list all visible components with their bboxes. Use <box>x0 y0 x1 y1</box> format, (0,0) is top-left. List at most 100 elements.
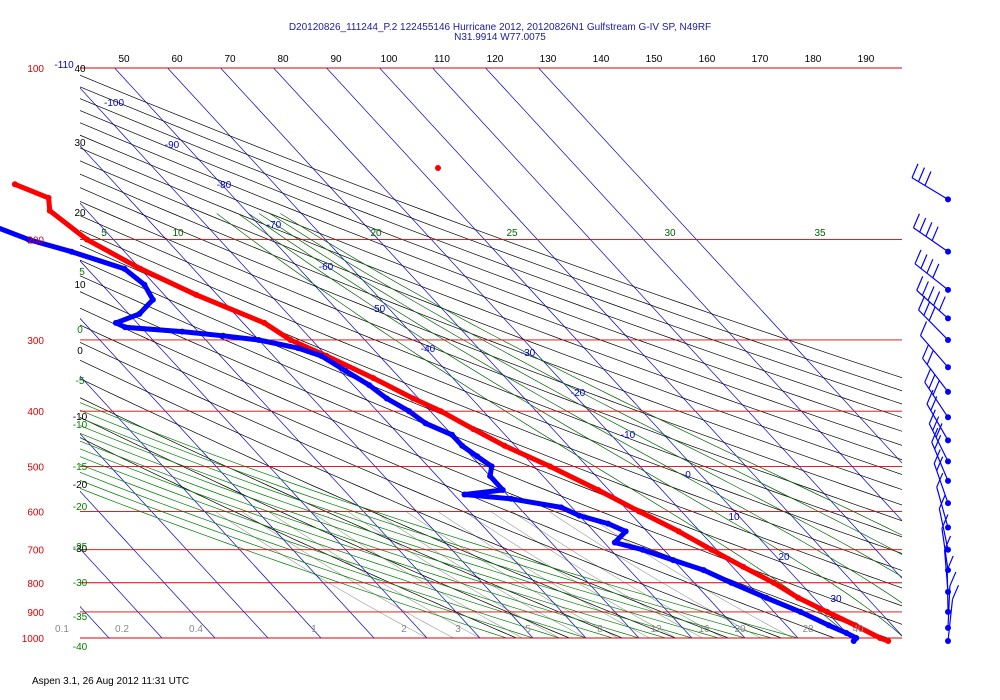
isobar-label-600: 600 <box>27 508 44 519</box>
top-tick-label: 80 <box>277 54 289 65</box>
wind-barb-flag <box>922 344 930 359</box>
top-tick-label: 50 <box>118 54 130 65</box>
wind-barb-staff <box>938 508 949 550</box>
wind-barb <box>938 494 951 553</box>
grid-clip-group <box>80 68 902 638</box>
dry-adiabat-line <box>80 291 902 625</box>
top-tick-label: 120 <box>487 54 504 65</box>
theta-e-label: 25 <box>506 228 518 239</box>
series-point <box>121 265 128 272</box>
series-point <box>410 395 417 402</box>
isotherm-line <box>80 317 375 638</box>
series-point <box>763 594 770 601</box>
moist-adiabat-label: 5 <box>79 267 85 278</box>
wind-barb-staff <box>914 263 949 291</box>
dry-adiabat-line <box>80 229 902 554</box>
series-point <box>508 495 514 502</box>
wind-barb <box>924 368 951 421</box>
mixing-ratio-label: 28 <box>802 624 814 635</box>
mixing-ratio-line <box>405 511 618 638</box>
series-point <box>499 487 506 493</box>
wind-barb-flag <box>928 374 936 389</box>
dry-adiabat-line <box>80 160 902 475</box>
wind-barb-staff <box>911 177 949 200</box>
dry-adiabat-line <box>80 259 902 589</box>
top-tick-label: 160 <box>699 54 716 65</box>
theta-e-label: 35 <box>814 228 826 239</box>
series-point <box>595 487 602 493</box>
wind-barb-flag <box>911 163 919 178</box>
series-line <box>12 181 891 644</box>
mixing-ratio-label: 16 <box>698 624 710 635</box>
dry-adiabat-line <box>80 74 902 379</box>
isotherm-label: -70 <box>267 220 282 231</box>
isotherm-line <box>273 68 799 638</box>
wind-barb <box>912 213 951 255</box>
dry-adiabat-label: 20 <box>74 208 86 219</box>
series-point <box>149 296 156 303</box>
moist-adiabat-label: -20 <box>73 502 88 513</box>
series-point <box>179 328 186 335</box>
moist-adiabat-label: -10 <box>73 420 88 431</box>
wind-barb <box>911 163 951 203</box>
series-point <box>141 281 148 288</box>
series-point <box>193 291 200 298</box>
series-point <box>25 236 32 243</box>
theta-e-line <box>258 213 902 578</box>
wind-barb-flag <box>932 380 940 396</box>
series-point <box>825 622 832 629</box>
wind-barb-flag <box>933 291 941 306</box>
series-point <box>885 638 892 644</box>
wind-barb-flag <box>916 276 924 291</box>
wind-barb-staff <box>933 463 949 504</box>
theta-e-line <box>280 213 902 536</box>
footer-text: Aspen 3.1, 26 Aug 2012 11:31 UTC <box>32 676 190 687</box>
series-point <box>112 319 119 326</box>
series-point <box>636 508 643 515</box>
theta-e-line <box>269 213 902 555</box>
dry-adiabat-line <box>80 110 902 418</box>
wind-barb <box>919 321 951 371</box>
isotherm-line <box>379 68 902 637</box>
dry-adiabat-line <box>80 359 730 638</box>
top-tick-label: 100 <box>381 54 398 65</box>
moist-adiabat-label: -35 <box>73 612 88 623</box>
moist-adiabat-label: -25 <box>73 542 88 553</box>
isotherm-line <box>220 68 746 638</box>
dry-adiabat-line <box>80 201 902 522</box>
mixing-ratio-label: 12 <box>650 624 662 635</box>
isobar-label-500: 500 <box>27 462 44 473</box>
isotherm-label: -80 <box>217 180 232 191</box>
series-point <box>370 375 377 382</box>
mixing-ratio-line <box>490 511 703 638</box>
mixing-ratio-label: 8 <box>597 624 603 635</box>
series-point <box>366 382 373 389</box>
isotherm-label: -10 <box>621 430 636 441</box>
series-point <box>220 332 227 339</box>
isobar-label-1000: 1000 <box>22 634 45 645</box>
theta-e-line <box>248 213 902 604</box>
series-point <box>675 528 682 535</box>
wind-barb-flag <box>927 286 935 301</box>
top-tick-label: 90 <box>330 54 342 65</box>
mixing-ratio-label: 20 <box>734 624 746 635</box>
wind-barb-flag <box>925 222 933 237</box>
top-tick-label: 180 <box>805 54 822 65</box>
top-tick-label: 150 <box>646 54 663 65</box>
series-point <box>877 635 884 641</box>
series-point <box>84 236 90 243</box>
series-point <box>422 420 429 427</box>
top-tick-label: 70 <box>224 54 236 65</box>
wind-barb-flag <box>924 171 932 186</box>
dry-adiabat-line <box>80 215 902 538</box>
series-point <box>850 638 857 644</box>
wind-barb-staff <box>947 585 951 628</box>
isobar-label-100: 100 <box>27 64 44 75</box>
isotherm-label: 10 <box>728 512 740 523</box>
moist-adiabat-line <box>80 409 772 638</box>
moist-adiabat-line <box>80 464 587 638</box>
wind-barb <box>933 449 951 507</box>
series-point <box>137 265 144 272</box>
wind-barb <box>931 427 951 484</box>
